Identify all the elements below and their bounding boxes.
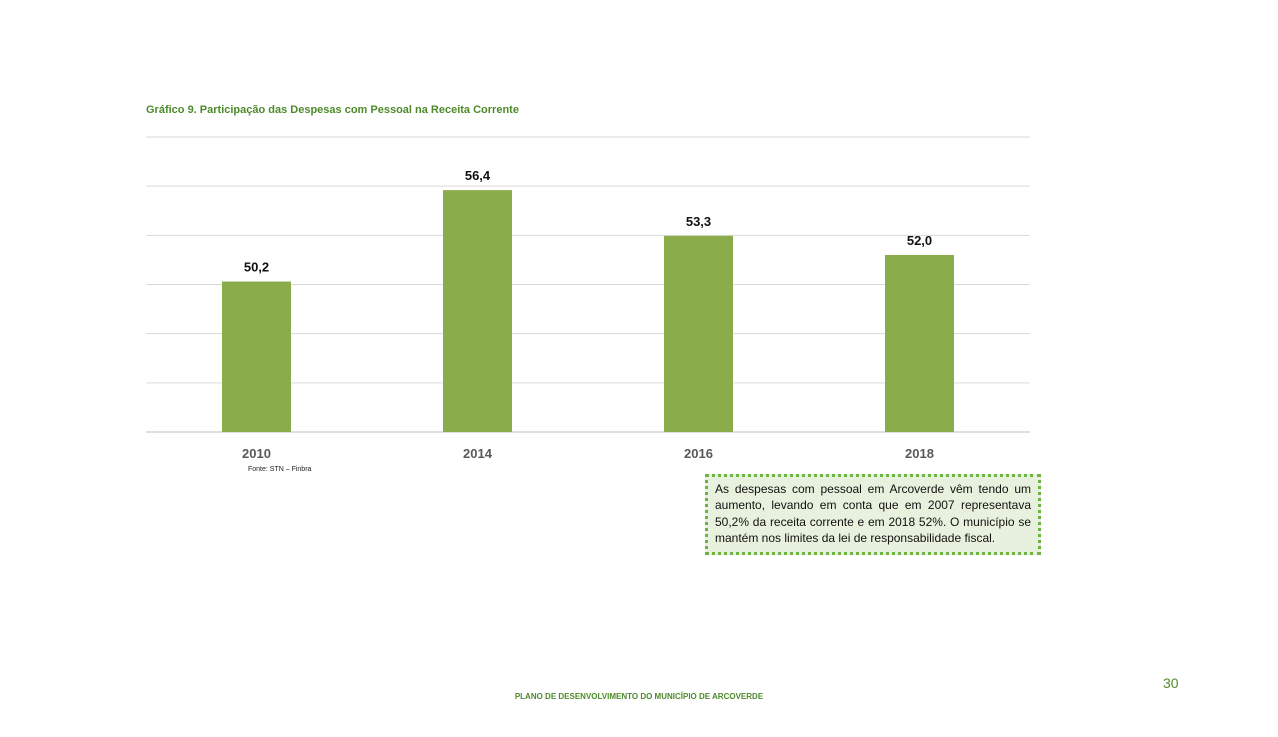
data-label-2010: 50,2	[244, 260, 269, 275]
x-axis-labels: 2010 2014 2016 2018	[242, 446, 934, 461]
commentary-box: As despesas com pessoal em Arcoverde vêm…	[705, 474, 1041, 555]
bar-chart: 50,2 56,4 53,3 52,0 2010 2014 2016 2018	[146, 136, 1030, 461]
chart-title: Gráfico 9. Participação das Despesas com…	[146, 104, 519, 116]
bar-2018	[885, 255, 954, 432]
page-number: 30	[1163, 675, 1179, 691]
footer-text: PLANO DE DESENVOLVIMENTO DO MUNICÍPIO DE…	[514, 692, 764, 701]
value-labels: 50,2 56,4 53,3 52,0	[244, 168, 932, 274]
gridlines	[146, 136, 1030, 433]
source-note: Fonte: STN – Finbra	[248, 466, 312, 473]
bars	[222, 190, 954, 432]
data-label-2018: 52,0	[907, 233, 932, 248]
data-label-2014: 56,4	[465, 168, 491, 183]
x-tick-label-2016: 2016	[684, 446, 713, 461]
data-label-2016: 53,3	[686, 214, 711, 229]
bar-2016	[664, 235, 733, 432]
bar-2014	[443, 190, 512, 432]
x-tick-label-2014: 2014	[463, 446, 493, 461]
x-tick-label-2010: 2010	[242, 446, 271, 461]
x-tick-label-2018: 2018	[905, 446, 934, 461]
bar-2010	[222, 281, 291, 432]
